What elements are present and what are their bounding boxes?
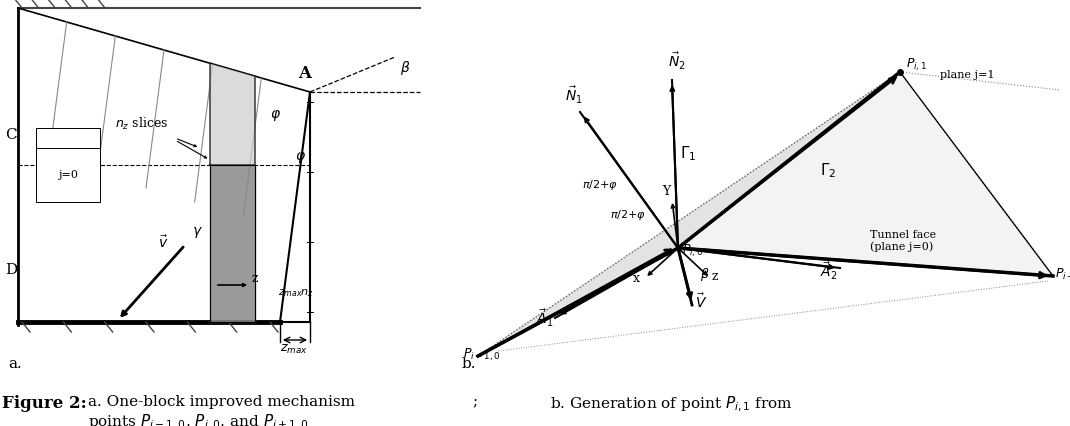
Text: $z_{max}$: $z_{max}$ xyxy=(280,343,308,356)
Text: D: D xyxy=(5,263,17,277)
Text: z: z xyxy=(712,270,718,283)
Text: A: A xyxy=(299,65,311,82)
Text: $P_{i,1}$: $P_{i,1}$ xyxy=(906,57,928,73)
Polygon shape xyxy=(478,72,900,356)
Text: $\varphi$: $\varphi$ xyxy=(295,150,306,165)
Text: b.: b. xyxy=(462,357,476,371)
Text: j=0: j=0 xyxy=(58,170,78,180)
Text: $z_{max}$: $z_{max}$ xyxy=(278,287,303,299)
Text: $P_{i-1,0}$: $P_{i-1,0}$ xyxy=(463,347,501,363)
Text: Figure 2:: Figure 2: xyxy=(2,395,87,412)
Text: $\pi/2$+$\varphi$: $\pi/2$+$\varphi$ xyxy=(610,208,645,222)
Text: a.: a. xyxy=(7,357,21,371)
Text: $\vec{N}_2$: $\vec{N}_2$ xyxy=(668,52,686,72)
Text: points $P_{i-1,0}$, $P_{i,0}$, and $P_{i+1,0}$: points $P_{i-1,0}$, $P_{i,0}$, and $P_{i… xyxy=(88,413,308,426)
Polygon shape xyxy=(210,63,255,165)
Text: $\vec{V}$: $\vec{V}$ xyxy=(696,292,707,311)
Text: a. One-block improved mechanism: a. One-block improved mechanism xyxy=(88,395,355,409)
Text: $\beta$: $\beta$ xyxy=(400,59,411,77)
Text: $\varphi$: $\varphi$ xyxy=(270,108,281,123)
Polygon shape xyxy=(210,165,255,322)
Text: b. Generation of point $P_{i,1}$ from: b. Generation of point $P_{i,1}$ from xyxy=(550,395,793,414)
Text: $\Gamma_1$: $\Gamma_1$ xyxy=(681,144,697,163)
Polygon shape xyxy=(678,72,1053,276)
Text: $\vec{A}_1$: $\vec{A}_1$ xyxy=(536,308,553,329)
Text: C: C xyxy=(5,128,17,142)
Text: Y: Y xyxy=(662,185,670,198)
Text: $\vec{v}$: $\vec{v}$ xyxy=(158,234,168,251)
Text: $\Gamma_2$: $\Gamma_2$ xyxy=(820,161,837,180)
Text: $n_z$: $n_z$ xyxy=(300,287,314,299)
Text: j=1: j=1 xyxy=(58,150,78,160)
Text: $\beta$: $\beta$ xyxy=(700,266,709,283)
Text: $\vec{N}_1$: $\vec{N}_1$ xyxy=(565,85,583,106)
Text: $\pi/2$+$\varphi$: $\pi/2$+$\varphi$ xyxy=(582,178,617,192)
Text: $P_{i+1,0}$: $P_{i+1,0}$ xyxy=(1055,267,1070,283)
Text: Tunnel face
(plane j=0): Tunnel face (plane j=0) xyxy=(870,230,936,252)
Text: $n_z$ slices: $n_z$ slices xyxy=(114,116,168,132)
Text: $P_{i,0}$: $P_{i,0}$ xyxy=(682,243,703,259)
Text: z: z xyxy=(253,272,259,285)
Text: plane j=1: plane j=1 xyxy=(941,70,994,80)
Text: $\vec{A}_2$: $\vec{A}_2$ xyxy=(820,262,838,282)
Text: $\gamma$: $\gamma$ xyxy=(192,225,203,240)
Text: x: x xyxy=(633,272,640,285)
Text: ;: ; xyxy=(472,395,477,409)
